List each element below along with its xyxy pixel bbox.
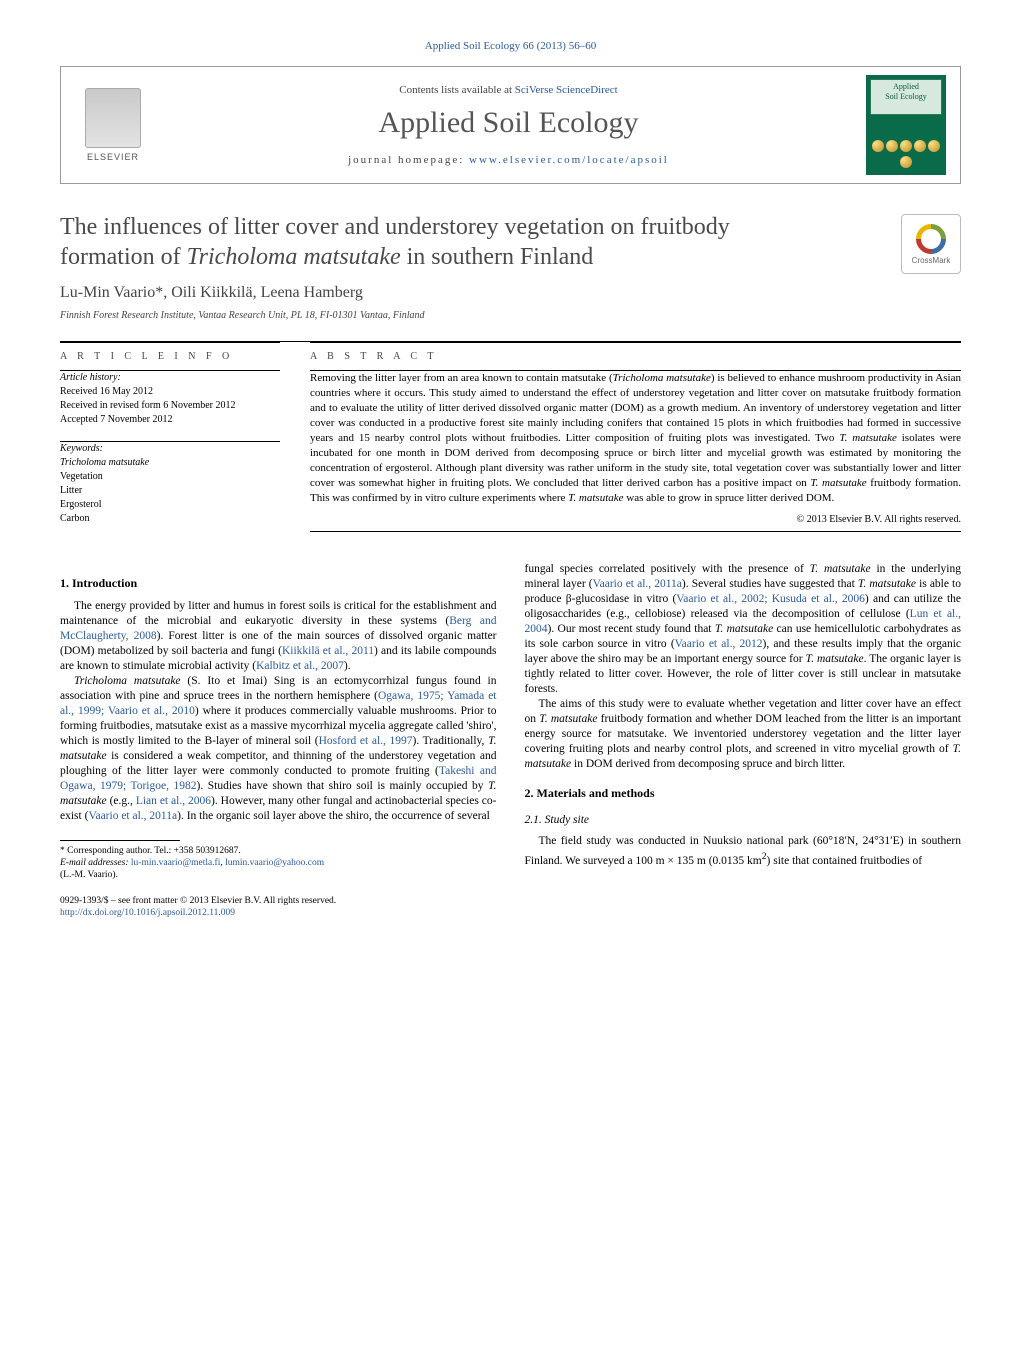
intro-para-4: The aims of this study were to evaluate …	[525, 697, 962, 772]
email-label: E-mail addresses:	[60, 858, 129, 868]
article-info-heading: a r t i c l e i n f o	[60, 351, 280, 362]
keyword-3: Ergosterol	[60, 499, 101, 510]
elsevier-tree-icon	[85, 88, 141, 148]
section-2-1-heading: 2.1. Study site	[525, 813, 962, 828]
contents-prefix: Contents lists available at	[399, 84, 514, 96]
homepage-prefix: journal homepage:	[348, 154, 469, 166]
cover-line1: Applied	[893, 82, 919, 91]
body-two-column: 1. Introduction The energy provided by l…	[60, 562, 961, 881]
footnotes: * Corresponding author. Tel.: +358 50391…	[60, 845, 497, 881]
intro-para-1: The energy provided by litter and humus …	[60, 599, 497, 674]
journal-banner: ELSEVIER Contents lists available at Sci…	[60, 66, 961, 184]
cover-title-icon: Applied Soil Ecology	[870, 79, 942, 115]
journal-name: Applied Soil Ecology	[165, 106, 852, 140]
affiliation: Finnish Forest Research Institute, Vanta…	[60, 310, 961, 321]
elsevier-logo: ELSEVIER	[75, 79, 151, 171]
cover-dots-icon	[872, 139, 940, 169]
crossmark-badge[interactable]: CrossMark	[901, 214, 961, 274]
cover-line2: Soil Ecology	[885, 92, 927, 101]
section-2-heading: 2. Materials and methods	[525, 786, 962, 801]
divider	[60, 342, 280, 343]
crossmark-icon	[910, 217, 952, 259]
revised-date: Received in revised form 6 November 2012	[60, 400, 236, 411]
crossmark-label: CrossMark	[912, 256, 951, 265]
abstract-column: a b s t r a c t Removing the litter laye…	[310, 342, 961, 540]
email-line: E-mail addresses: lu-min.vaario@metla.fi…	[60, 857, 497, 869]
accepted-date: Accepted 7 November 2012	[60, 414, 172, 425]
citation-link[interactable]: Takeshi and Ogawa, 1979; Torigoe, 1982	[60, 765, 497, 792]
footnote-rule	[60, 840, 180, 841]
keyword-1: Vegetation	[60, 471, 103, 482]
sciencedirect-link[interactable]: SciVerse ScienceDirect	[515, 84, 618, 96]
divider	[310, 531, 961, 532]
bottom-meta: 0929-1393/$ – see front matter © 2013 El…	[60, 895, 961, 919]
keywords-block: Keywords: Tricholoma matsutake Vegetatio…	[60, 442, 280, 526]
title-line2-pre: formation of	[60, 244, 187, 270]
abstract-copyright: © 2013 Elsevier B.V. All rights reserved…	[310, 514, 961, 525]
keywords-label: Keywords:	[60, 443, 103, 454]
citation-link[interactable]: Hosford et al., 1997	[319, 735, 413, 747]
email-attribution: (L.-M. Vaario).	[60, 869, 497, 881]
title-line2-post: in southern Finland	[401, 244, 594, 270]
corresponding-author: * Corresponding author. Tel.: +358 50391…	[60, 845, 497, 857]
divider	[310, 342, 961, 343]
intro-para-2: Tricholoma matsutake (S. Ito et Imai) Si…	[60, 674, 497, 824]
elsevier-label: ELSEVIER	[87, 152, 139, 162]
intro-para-3: fungal species correlated positively wit…	[525, 562, 962, 697]
citation-link[interactable]: Vaario et al., 2011a	[593, 578, 682, 590]
citation-link[interactable]: Kalbitz et al., 2007	[256, 660, 344, 672]
keyword-0: Tricholoma matsutake	[60, 457, 149, 468]
article-info-column: a r t i c l e i n f o Article history: R…	[60, 342, 280, 540]
received-date: Received 16 May 2012	[60, 386, 153, 397]
history-label: Article history:	[60, 372, 121, 383]
journal-homepage-line: journal homepage: www.elsevier.com/locat…	[165, 154, 852, 166]
journal-cover-thumb: Applied Soil Ecology	[866, 75, 946, 175]
contents-lists-line: Contents lists available at SciVerse Sci…	[165, 84, 852, 96]
citation-link[interactable]: Berg and McClaugherty, 2008	[60, 615, 497, 642]
citation-link[interactable]: Vaario et al., 2002; Kusuda et al., 2006	[676, 593, 865, 605]
email-link-1[interactable]: lu-min.vaario@metla.fi	[131, 858, 220, 868]
citation-link[interactable]: Kiikkilä et al., 2011	[282, 645, 374, 657]
section-1-heading: 1. Introduction	[60, 576, 497, 591]
homepage-link[interactable]: www.elsevier.com/locate/apsoil	[469, 154, 669, 166]
keyword-4: Carbon	[60, 513, 89, 524]
abstract-text: Removing the litter layer from an area k…	[310, 371, 961, 506]
doi-link[interactable]: http://dx.doi.org/10.1016/j.apsoil.2012.…	[60, 908, 235, 918]
journal-citation: Applied Soil Ecology 66 (2013) 56–60	[60, 40, 961, 52]
citation-link[interactable]: Vaario et al., 2011a	[88, 810, 177, 822]
issn-line: 0929-1393/$ – see front matter © 2013 El…	[60, 895, 961, 907]
citation-link[interactable]: Lian et al., 2006	[136, 795, 211, 807]
authors: Lu-Min Vaario*, Oili Kiikkilä, Leena Ham…	[60, 284, 961, 302]
citation-link[interactable]: Ogawa, 1975; Yamada et al., 1999; Vaario…	[60, 690, 497, 717]
title-line1: The influences of litter cover and under…	[60, 214, 730, 240]
keyword-2: Litter	[60, 485, 82, 496]
abstract-heading: a b s t r a c t	[310, 351, 961, 362]
site-para-1: The field study was conducted in Nuuksio…	[525, 834, 962, 869]
article-history: Article history: Received 16 May 2012 Re…	[60, 371, 280, 427]
citation-link[interactable]: Vaario et al., 2012	[675, 638, 763, 650]
email-link-2[interactable]: lumin.vaario@yahoo.com	[225, 858, 324, 868]
article-title: The influences of litter cover and under…	[60, 212, 887, 272]
title-species: Tricholoma matsutake	[187, 244, 401, 270]
